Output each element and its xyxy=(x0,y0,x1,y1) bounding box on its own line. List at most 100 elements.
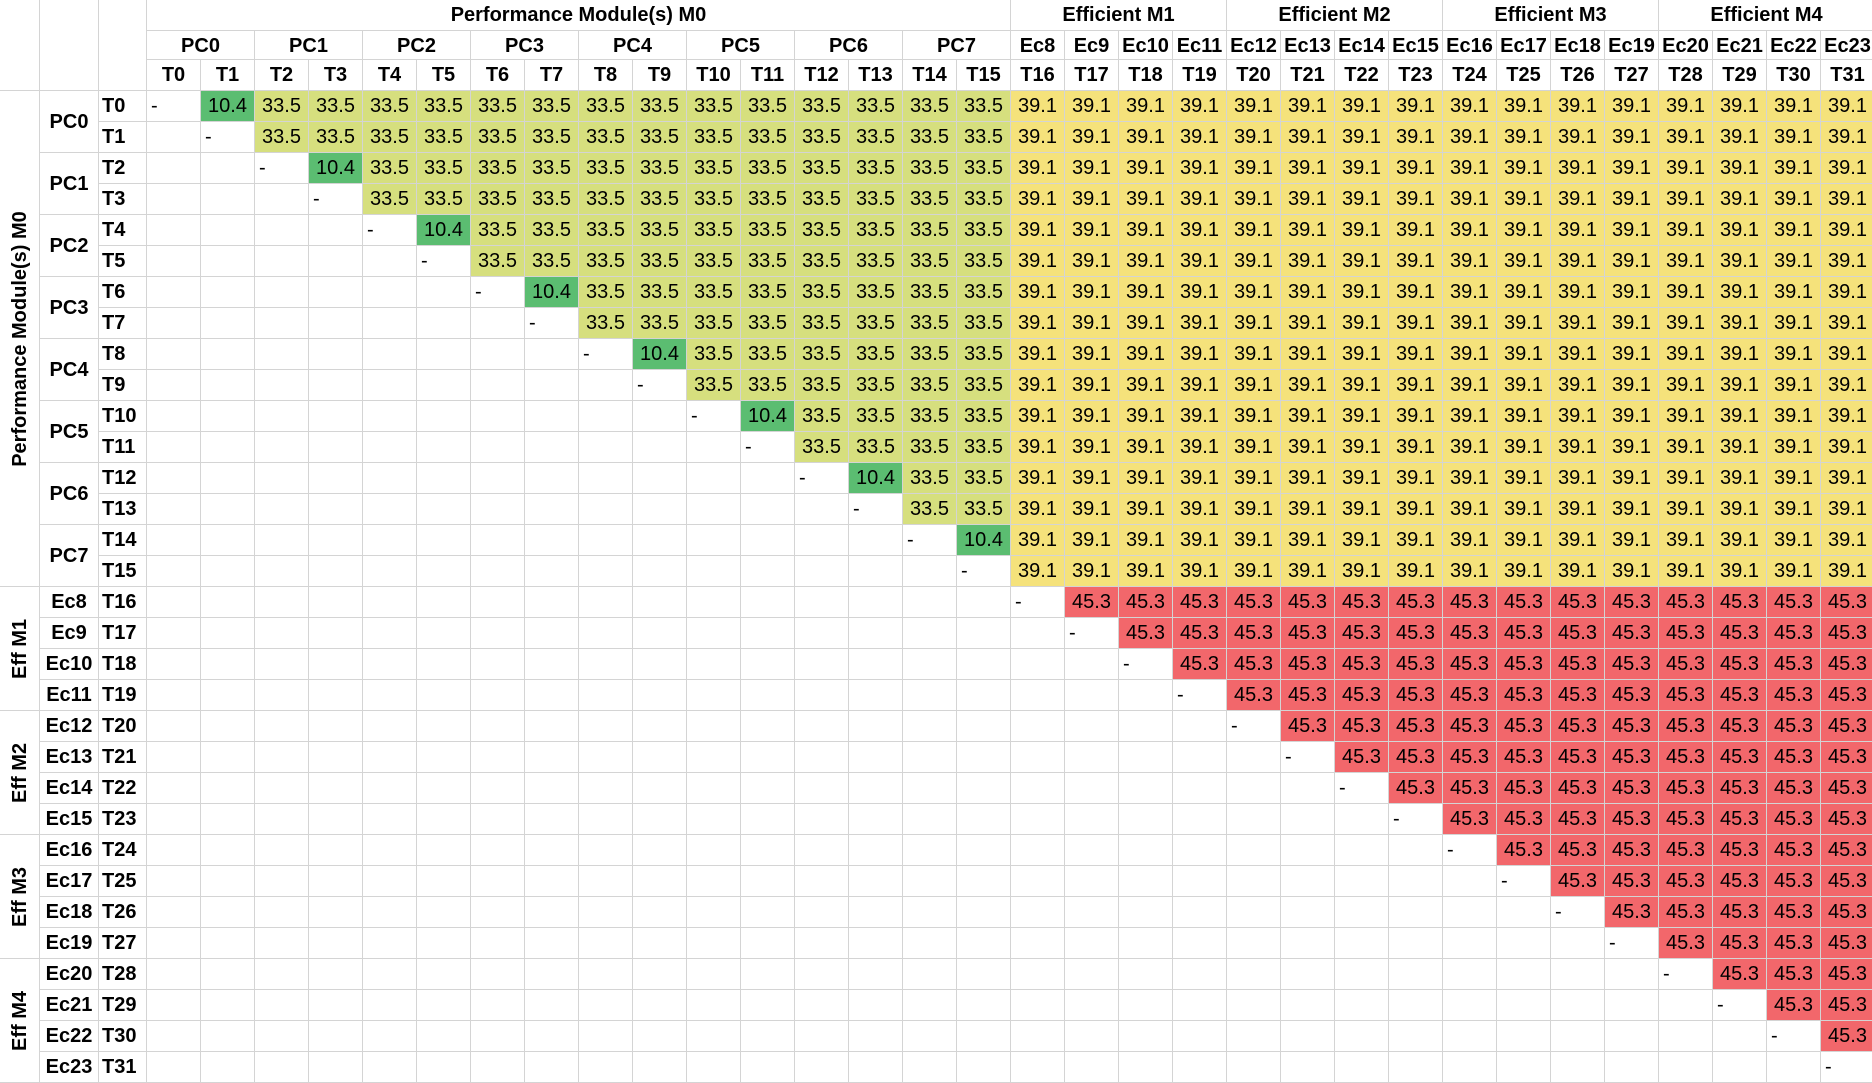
empty-cell xyxy=(363,959,417,990)
latency-cell: 39.1 xyxy=(1281,308,1335,339)
empty-cell xyxy=(201,742,255,773)
latency-cell: 45.3 xyxy=(1767,649,1821,680)
row-thread-label: T18 xyxy=(99,649,147,680)
empty-cell xyxy=(579,587,633,618)
empty-cell xyxy=(363,432,417,463)
latency-cell: 45.3 xyxy=(1173,618,1227,649)
latency-cell: 33.5 xyxy=(633,277,687,308)
empty-cell xyxy=(417,1052,471,1083)
latency-cell: 33.5 xyxy=(849,153,903,184)
latency-cell: 33.5 xyxy=(957,432,1011,463)
row-core-label: Ec13 xyxy=(40,742,99,773)
latency-cell: 45.3 xyxy=(1281,587,1335,618)
empty-cell xyxy=(1281,990,1335,1021)
latency-cell: 33.5 xyxy=(849,401,903,432)
empty-cell xyxy=(1119,990,1173,1021)
latency-cell: 45.3 xyxy=(1551,773,1605,804)
empty-cell xyxy=(957,711,1011,742)
latency-cell: 45.3 xyxy=(1659,618,1713,649)
latency-cell: 45.3 xyxy=(1389,742,1443,773)
empty-cell xyxy=(1713,1021,1767,1052)
latency-cell: 33.5 xyxy=(255,91,309,122)
latency-cell: 39.1 xyxy=(1173,184,1227,215)
empty-cell xyxy=(903,990,957,1021)
row-core-label: PC3 xyxy=(40,277,99,339)
empty-cell xyxy=(687,525,741,556)
empty-cell xyxy=(363,928,417,959)
row-core-label: Ec10 xyxy=(40,649,99,680)
empty-cell xyxy=(579,897,633,928)
empty-cell xyxy=(147,866,201,897)
latency-cell: 33.5 xyxy=(795,432,849,463)
empty-cell xyxy=(1713,1052,1767,1083)
row-thread-label: T4 xyxy=(99,215,147,246)
latency-cell: 39.1 xyxy=(1389,494,1443,525)
thread-header: T28 xyxy=(1659,60,1713,91)
empty-cell xyxy=(687,463,741,494)
latency-cell: 39.1 xyxy=(1497,432,1551,463)
core-header: Ec11 xyxy=(1173,31,1227,60)
empty-cell xyxy=(255,990,309,1021)
empty-cell xyxy=(579,432,633,463)
latency-cell: 39.1 xyxy=(1551,525,1605,556)
latency-cell: 39.1 xyxy=(1335,339,1389,370)
latency-cell: 39.1 xyxy=(1659,525,1713,556)
latency-cell: 39.1 xyxy=(1713,463,1767,494)
core-header: PC0 xyxy=(147,31,255,60)
latency-cell: 39.1 xyxy=(1821,215,1872,246)
empty-cell xyxy=(633,1052,687,1083)
empty-cell xyxy=(1173,835,1227,866)
latency-cell: 39.1 xyxy=(1713,556,1767,587)
latency-cell: 39.1 xyxy=(1119,308,1173,339)
latency-cell: 33.5 xyxy=(633,246,687,277)
empty-cell xyxy=(309,804,363,835)
empty-cell xyxy=(525,990,579,1021)
empty-cell xyxy=(471,618,525,649)
latency-cell: 39.1 xyxy=(1173,432,1227,463)
latency-cell: 45.3 xyxy=(1767,618,1821,649)
diagonal-cell: - xyxy=(417,246,471,277)
empty-cell xyxy=(417,277,471,308)
latency-cell: 39.1 xyxy=(1173,370,1227,401)
latency-cell: 45.3 xyxy=(1605,866,1659,897)
empty-cell xyxy=(417,525,471,556)
empty-cell xyxy=(741,990,795,1021)
empty-cell xyxy=(525,370,579,401)
latency-cell: 39.1 xyxy=(1497,215,1551,246)
empty-cell xyxy=(849,1052,903,1083)
empty-cell xyxy=(903,897,957,928)
latency-cell: 45.3 xyxy=(1389,680,1443,711)
empty-cell xyxy=(147,897,201,928)
empty-cell xyxy=(957,1021,1011,1052)
latency-cell: 33.5 xyxy=(903,432,957,463)
latency-cell: 39.1 xyxy=(1335,525,1389,556)
row-thread-label: T31 xyxy=(99,1052,147,1083)
empty-cell xyxy=(1389,959,1443,990)
empty-cell xyxy=(255,680,309,711)
latency-cell: 39.1 xyxy=(1605,277,1659,308)
empty-cell xyxy=(849,959,903,990)
empty-cell xyxy=(201,308,255,339)
diagonal-cell: - xyxy=(741,432,795,463)
empty-cell xyxy=(1011,649,1065,680)
empty-cell xyxy=(201,990,255,1021)
latency-cell: 39.1 xyxy=(1335,556,1389,587)
latency-cell: 33.5 xyxy=(741,339,795,370)
latency-cell: 33.5 xyxy=(579,153,633,184)
row-thread-label: T21 xyxy=(99,742,147,773)
latency-cell: 39.1 xyxy=(1821,277,1872,308)
latency-cell: 45.3 xyxy=(1659,680,1713,711)
empty-cell xyxy=(1443,1052,1497,1083)
latency-cell: 33.5 xyxy=(633,122,687,153)
latency-cell: 33.5 xyxy=(795,184,849,215)
latency-cell: 45.3 xyxy=(1767,835,1821,866)
latency-cell: 39.1 xyxy=(1821,91,1872,122)
empty-cell xyxy=(363,525,417,556)
empty-cell xyxy=(417,959,471,990)
row-core-label: Ec21 xyxy=(40,990,99,1021)
empty-cell xyxy=(1173,928,1227,959)
empty-cell xyxy=(849,556,903,587)
empty-cell xyxy=(201,277,255,308)
thread-header: T30 xyxy=(1767,60,1821,91)
empty-cell xyxy=(687,556,741,587)
